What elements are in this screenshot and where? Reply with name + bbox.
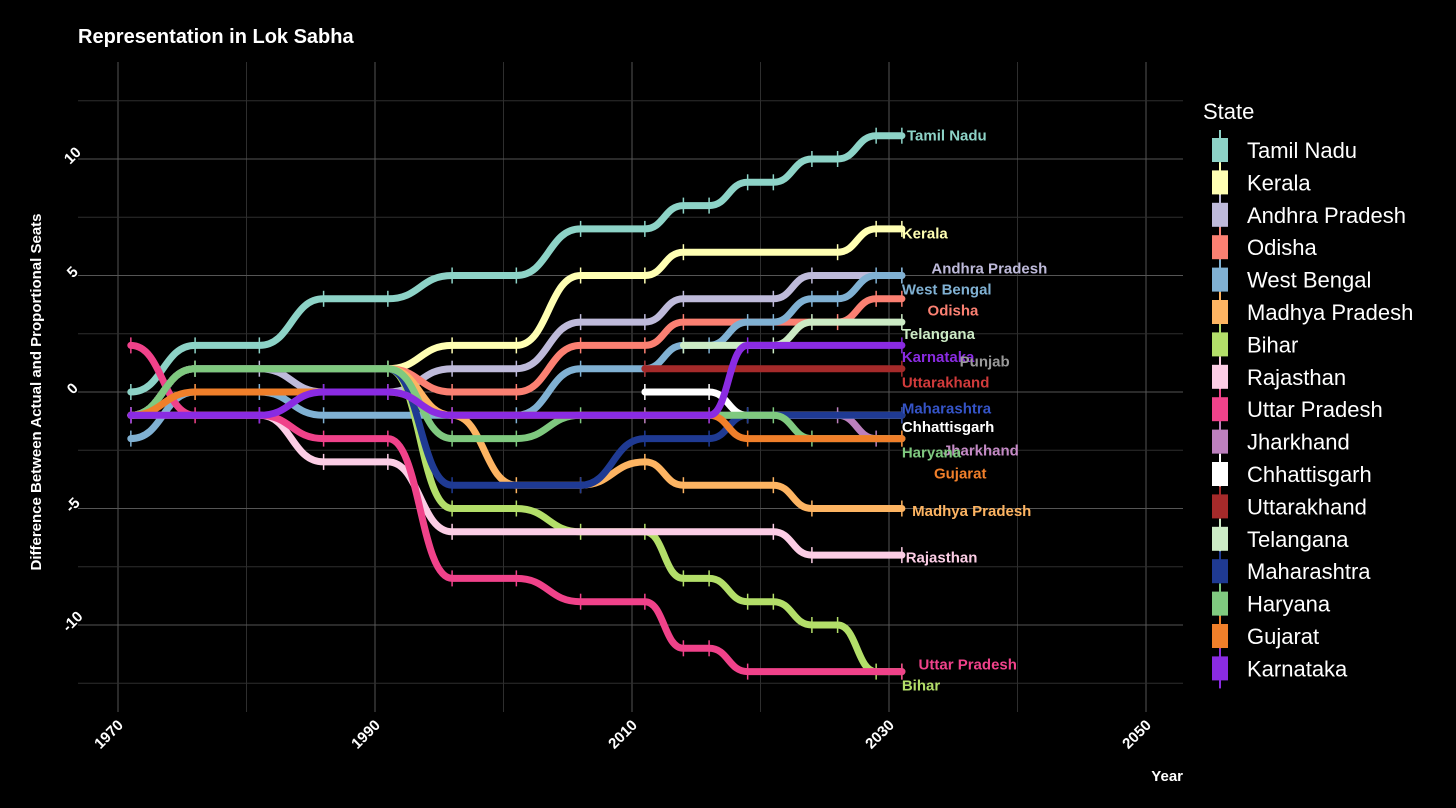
end-label: Uttarakhand [902, 375, 990, 392]
chart-title: Representation in Lok Sabha [78, 26, 354, 48]
legend-label: Madhya Pradesh [1247, 300, 1413, 325]
end-label: Uttar Pradesh [919, 657, 1017, 674]
end-label: Jharkhand [943, 442, 1019, 459]
legend-title: State [1203, 99, 1254, 124]
legend: State Tamil Nadu Kerala Andhra Pradesh Odis… [1203, 99, 1413, 689]
end-label: Andhra Pradesh [931, 261, 1047, 278]
legend-label: Gujarat [1247, 624, 1319, 649]
x-axis-title: Year [1151, 768, 1183, 785]
legend-label: Andhra Pradesh [1247, 203, 1406, 228]
plot-lines [127, 127, 906, 680]
legend-label: Jharkhand [1247, 430, 1350, 455]
end-label: Bihar [902, 678, 941, 695]
legend-label: Tamil Nadu [1247, 138, 1357, 163]
legend-label: Haryana [1247, 592, 1331, 617]
end-label: Gujarat [934, 466, 987, 483]
plot-grid [78, 62, 1183, 712]
end-label: Rajasthan [906, 549, 978, 566]
end-label: West Bengal [902, 281, 992, 298]
legend-label: Uttarakhand [1247, 494, 1367, 519]
legend-label: Maharashtra [1247, 559, 1371, 584]
end-label: Kerala [902, 226, 949, 243]
series-line [679, 318, 906, 349]
legend-label: Rajasthan [1247, 365, 1346, 390]
legend-label: Kerala [1247, 170, 1311, 195]
legend-label: Bihar [1247, 332, 1298, 357]
legend-label: West Bengal [1247, 268, 1371, 293]
y-axis-title: Difference Between Actual and Proportion… [28, 213, 45, 570]
end-label: Maharashtra [902, 400, 992, 417]
end-label: Odisha [928, 302, 980, 319]
end-label: Karnataka [902, 349, 975, 366]
end-label: Telangana [902, 326, 976, 343]
end-labels: Tamil Nadu Kerala Andhra Pradesh West Benga… [902, 128, 1047, 695]
end-label: Chhattisgarh [902, 419, 995, 436]
legend-label: Chhattisgarh [1247, 462, 1372, 487]
end-label: Haryana [902, 445, 962, 462]
end-label: Punjab [960, 354, 1010, 371]
legend-label: Karnataka [1247, 656, 1348, 681]
legend-label: Telangana [1247, 527, 1349, 552]
series-line [127, 365, 906, 443]
end-label: Madhya Pradesh [912, 503, 1031, 520]
legend-label: Uttar Pradesh [1247, 397, 1383, 422]
end-label: Tamil Nadu [907, 128, 987, 145]
legend-label: Odisha [1247, 235, 1317, 260]
